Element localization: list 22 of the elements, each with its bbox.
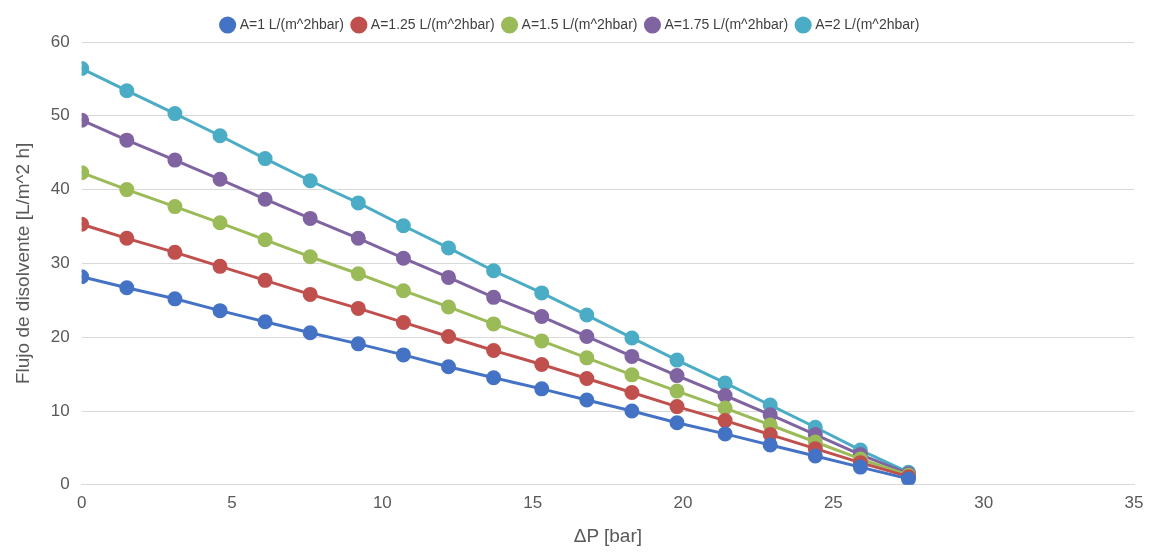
x-tick-label: 5 [227, 492, 237, 512]
y-tick-label: 50 [50, 105, 70, 125]
y-tick-label: 30 [50, 253, 70, 273]
y-tick-label: 10 [50, 400, 70, 420]
y-tick-label: 40 [50, 179, 70, 199]
legend-label: A=1.75 L/(m^2hbar) [664, 15, 789, 32]
y-tick-label: 0 [60, 474, 70, 494]
x-tick-label: 35 [1124, 492, 1144, 512]
x-tick-label: 20 [673, 492, 693, 512]
legend-label: A=1 L/(m^2hbar) [239, 15, 344, 32]
y-tick-label: 20 [50, 326, 70, 346]
y-tick-label: 60 [50, 31, 70, 51]
legend-label: A=2 L/(m^2hbar) [815, 15, 920, 32]
x-tick-label: 10 [372, 492, 392, 512]
x-tick-label: 25 [823, 492, 843, 512]
x-tick-label: 15 [523, 492, 543, 512]
x-tick-label: 30 [974, 492, 994, 512]
legend-label: A=1.5 L/(m^2hbar) [521, 15, 638, 32]
x-axis-title: ΔP [bar] [573, 524, 643, 546]
legend-label: A=1.25 L/(m^2hbar) [370, 15, 495, 32]
x-tick-label: 0 [76, 492, 87, 512]
y-axis-title: Flujo de disolvente [L/m^2 h] [11, 142, 33, 385]
